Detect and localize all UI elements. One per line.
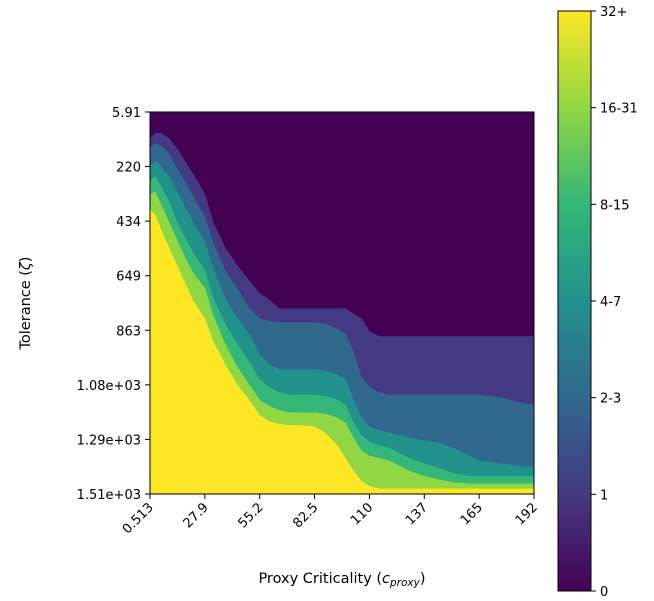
colorbar: 0 1 2-3 4-7 8-15 16-31 32+ — [557, 5, 638, 600]
region-level-32+ — [150, 209, 534, 494]
y-tick-label: 5.91 — [112, 106, 141, 121]
colorbar-label: 2-3 — [600, 392, 621, 407]
y-axis-label: Tolerance (ζ) — [18, 257, 34, 351]
y-axis: 5.91 220 434 649 863 1.08e+03 1.29e+03 1.51e+03 — [77, 106, 150, 503]
x-axis-label-subscript: proxy — [389, 577, 421, 589]
y-axis-label-close: ) — [18, 257, 34, 263]
y-tick-label: 1.51e+03 — [77, 488, 141, 503]
x-tick-label: 110 — [348, 500, 376, 528]
colorbar-label: 0 — [600, 585, 608, 600]
y-tick-label: 649 — [116, 270, 141, 285]
x-tick-label: 137 — [403, 500, 431, 528]
x-axis: 0.513 27.9 55.2 82.5 110 137 165 192 — [120, 494, 541, 537]
x-axis-label-symbol: c — [382, 571, 390, 587]
x-tick-label: 165 — [458, 500, 486, 528]
x-axis-label-close: ) — [420, 571, 426, 587]
colorbar-gradient — [557, 10, 592, 592]
colorbar-label: 1 — [600, 488, 608, 503]
x-tick-label: 192 — [513, 500, 541, 528]
y-tick-label: 1.29e+03 — [77, 433, 141, 448]
x-tick-label: 82.5 — [290, 500, 321, 531]
x-tick-label: 0.513 — [120, 500, 157, 537]
colorbar-label: 16-31 — [600, 102, 638, 117]
x-tick-label: 55.2 — [235, 500, 266, 531]
x-axis-label-text: Proxy Criticality ( — [258, 571, 382, 587]
plot-frame — [149, 111, 535, 495]
x-tick-label: 27.9 — [181, 500, 212, 531]
y-tick-label: 1.08e+03 — [77, 379, 141, 394]
x-axis-label: Proxy Criticality (cproxy) — [258, 571, 425, 589]
colorbar-label: 4-7 — [600, 295, 621, 310]
y-tick-label: 220 — [116, 161, 141, 176]
heatmap-plot-area — [150, 112, 534, 494]
y-axis-label-symbol: ζ — [18, 261, 34, 271]
y-axis-label-text: Tolerance ( — [18, 270, 34, 350]
y-tick-label: 863 — [116, 324, 141, 339]
colorbar-label: 32+ — [600, 5, 627, 20]
y-tick-label: 434 — [116, 215, 141, 230]
colorbar-label: 8-15 — [600, 198, 630, 213]
